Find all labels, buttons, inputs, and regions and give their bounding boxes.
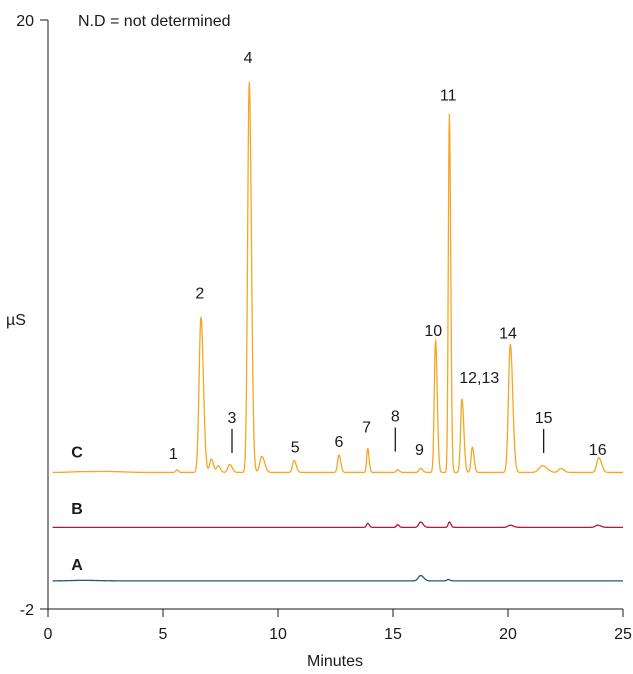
traces: [52, 81, 624, 582]
trace-label: C: [71, 445, 83, 462]
peak-label: 3: [228, 410, 237, 427]
peak-label: 11: [440, 87, 457, 104]
x-tick-label: 20: [499, 626, 517, 643]
peak-label: 9: [415, 442, 424, 459]
x-tick-label: 25: [614, 626, 632, 643]
peak-label: 15: [535, 410, 553, 427]
y-tick-label: 20: [16, 13, 34, 30]
trace-b: [52, 521, 624, 528]
peak-label: 2: [195, 285, 204, 302]
x-axis-title: Minutes: [307, 653, 363, 669]
peak-label: 12,13: [459, 370, 499, 387]
trace-label: A: [71, 557, 83, 574]
trace-c: [52, 81, 624, 474]
peak-label: 5: [291, 439, 300, 456]
x-tick-label: 10: [269, 626, 287, 643]
peak-label: 4: [244, 50, 253, 67]
labels: 1 2 3 4 5 6 7 89 10 11 12,13 14 15 16 C B A: [71, 50, 606, 574]
y-tick-label: -2: [20, 602, 34, 619]
peak-label: 10: [424, 323, 442, 340]
peak-label: 1: [169, 446, 178, 463]
peak-label: 14: [499, 326, 517, 343]
trace-a: [52, 574, 624, 582]
trace-label: B: [71, 501, 83, 518]
peak-label: 7: [362, 419, 371, 436]
peak-label: 6: [334, 434, 343, 451]
peak-label: 16: [589, 442, 607, 459]
peak-label: 8: [391, 409, 400, 426]
x-tick-label: 15: [384, 626, 402, 643]
x-tick-label: 5: [159, 626, 168, 643]
note-annotation: N.D = not determined: [78, 13, 231, 30]
y-axis-title: µS: [6, 312, 26, 329]
x-tick-label: 0: [44, 626, 53, 643]
